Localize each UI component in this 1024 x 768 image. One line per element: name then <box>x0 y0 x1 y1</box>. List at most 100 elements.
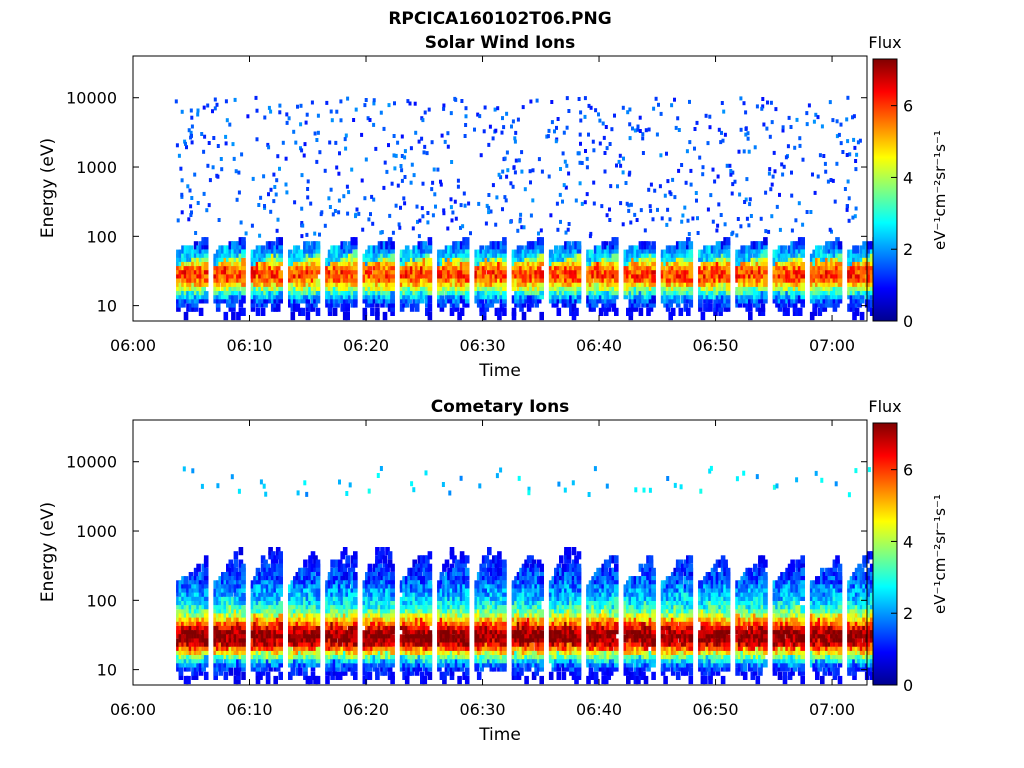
spectrogram-cell <box>253 249 258 258</box>
spectrogram-cell <box>298 588 303 597</box>
spectrogram-cell <box>380 245 385 254</box>
spectrogram-cell <box>377 278 383 287</box>
spectrogram-cell <box>313 675 318 685</box>
spectrogram-cell <box>718 282 723 291</box>
spectrogram-cell <box>298 274 303 283</box>
spectrogram-cell <box>390 245 395 254</box>
spectrogram-cell <box>231 576 236 585</box>
spectrogram-cell <box>228 638 234 647</box>
spectrogram-cell <box>303 671 308 680</box>
spectrogram-cell <box>337 617 343 626</box>
spectrogram-cell <box>487 257 492 267</box>
spectrogram-cell <box>394 203 398 208</box>
spectrogram-cell <box>753 295 758 304</box>
spectrogram-cell <box>241 295 246 304</box>
spectrogram-cell <box>218 257 223 267</box>
spectrogram-cell <box>775 262 780 271</box>
spectrogram-cell <box>188 638 194 647</box>
spectrogram-cell <box>198 274 204 283</box>
spectrogram-cell <box>591 287 596 296</box>
spectrogram-cell <box>342 241 348 250</box>
spectrogram-cell <box>385 245 390 254</box>
spectrogram-cell <box>780 295 785 304</box>
spectrogram-cell <box>345 295 350 304</box>
spectrogram-cell <box>826 179 830 184</box>
y-tick-label: 10000 <box>66 89 117 108</box>
spectrogram-cell <box>313 231 317 236</box>
spectrogram-cell <box>417 245 423 254</box>
spectrogram-cell <box>576 245 582 254</box>
spectrogram-cell <box>812 274 817 283</box>
spectrogram-cell <box>452 278 457 287</box>
spectrogram-cell <box>221 638 226 647</box>
spectrogram-cell <box>193 621 199 631</box>
spectrogram-cell <box>275 287 281 296</box>
spectrogram-cell <box>737 295 743 304</box>
spectrogram-cell <box>743 200 747 204</box>
spectrogram-cell <box>484 303 490 312</box>
spectrogram-cell <box>235 197 239 202</box>
spectrogram-cell <box>196 278 201 287</box>
spectrogram-cell <box>337 210 341 215</box>
spectrogram-cell <box>422 249 428 258</box>
spectrogram-cell <box>233 257 239 267</box>
spectrogram-cell <box>487 205 491 210</box>
spectrogram-cell <box>675 249 681 258</box>
spectrogram-cell <box>681 278 686 287</box>
spectrogram-cell <box>837 245 843 254</box>
spectrogram-cell <box>725 257 731 267</box>
spectrogram-cell <box>218 576 223 585</box>
spectrogram-cell <box>188 303 194 312</box>
spectrogram-cell <box>298 249 303 258</box>
spectrogram-cell <box>303 266 308 275</box>
spectrogram-cell <box>228 287 234 296</box>
spectrogram-cell <box>862 245 867 254</box>
spectrogram-cell <box>400 168 404 173</box>
spectrogram-cell <box>854 159 858 163</box>
spectrogram-cell <box>260 555 266 564</box>
spectrogram-cell <box>454 287 460 296</box>
spectrogram-cell <box>353 237 358 246</box>
spectrogram-cell <box>479 153 483 158</box>
spectrogram-cell <box>847 196 851 201</box>
spectrogram-cell <box>298 278 303 287</box>
spectrogram-cell <box>403 149 407 154</box>
spectrogram-cell <box>367 278 373 287</box>
spectrogram-cell <box>308 555 313 564</box>
spectrogram-cell <box>434 204 437 209</box>
spectrogram-cell <box>263 659 268 668</box>
spectrogram-cell <box>387 266 393 275</box>
spectrogram-cell <box>706 207 710 212</box>
spectrogram-cell <box>717 127 721 132</box>
spectrogram-cell <box>459 307 465 316</box>
spectrogram-cell <box>290 609 296 618</box>
spectrogram-cell <box>236 667 241 676</box>
spectrogram-cell <box>233 630 239 639</box>
spectrogram-cell <box>505 150 509 155</box>
spectrogram-cell <box>203 249 209 258</box>
spectrogram-cell <box>641 245 646 254</box>
spectrogram-cell <box>437 249 442 258</box>
spectrogram-cell <box>737 266 743 275</box>
spectrogram-cell <box>293 588 298 597</box>
spectrogram-cell <box>499 287 505 296</box>
spectrogram-cell <box>327 295 333 304</box>
spectrogram-cell <box>492 266 497 275</box>
spectrogram-cell <box>233 266 239 275</box>
spectrogram-cell <box>337 257 343 267</box>
spectrogram-cell <box>683 241 689 250</box>
spectrogram-cell <box>837 274 843 283</box>
spectrogram-cell <box>223 249 229 258</box>
spectrogram-cell <box>332 245 338 254</box>
spectrogram-cell <box>263 572 268 581</box>
spectrogram-cell <box>867 303 872 312</box>
spectrogram-cell <box>290 311 296 321</box>
spectrogram-cell <box>390 274 395 283</box>
spectrogram-cell <box>414 257 420 267</box>
spectrogram-cell <box>524 278 529 287</box>
spectrogram-cell <box>370 257 375 267</box>
spectrogram-cell <box>278 270 283 279</box>
spectrogram-cell <box>300 626 306 635</box>
spectrogram-cell <box>186 609 191 618</box>
spectrogram-cell <box>183 613 189 622</box>
